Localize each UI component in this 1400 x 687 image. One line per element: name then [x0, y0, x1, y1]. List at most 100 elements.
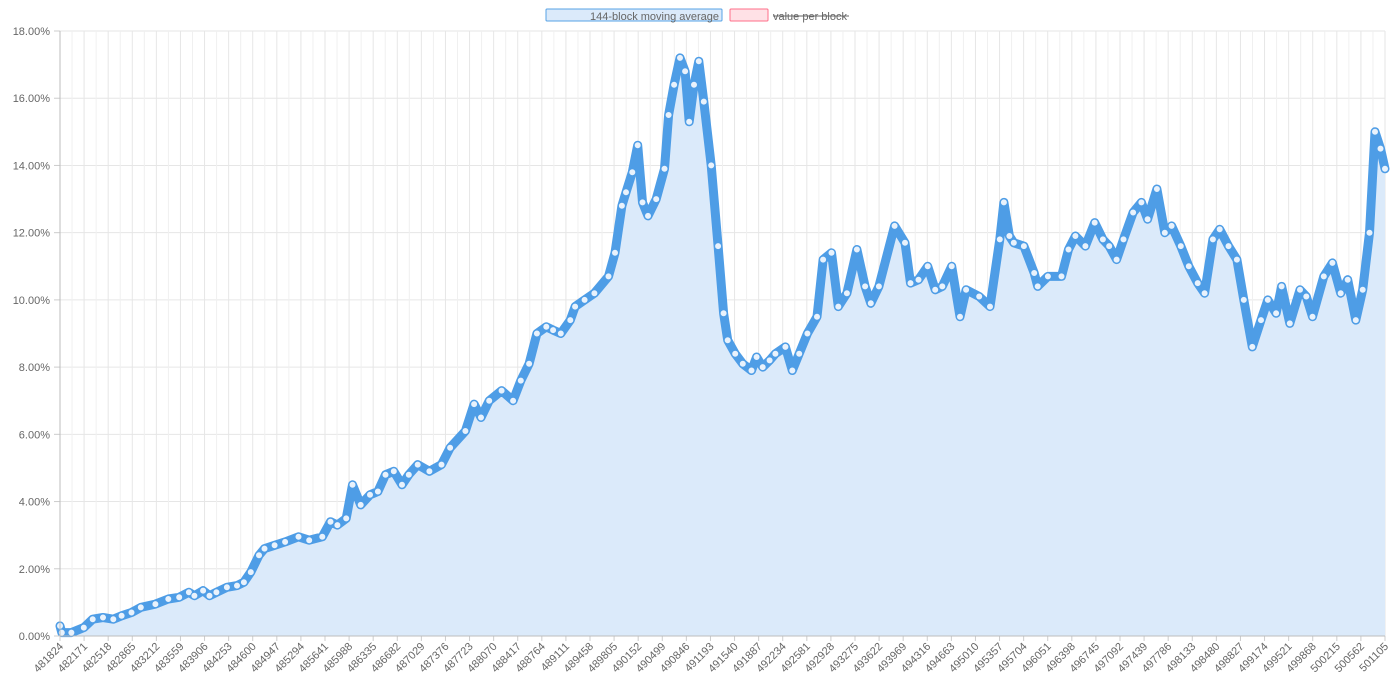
data-point[interactable]: [1098, 235, 1107, 244]
data-point[interactable]: [571, 302, 580, 311]
data-point[interactable]: [1224, 242, 1233, 251]
data-point[interactable]: [164, 595, 173, 603]
data-point[interactable]: [1105, 242, 1114, 251]
data-point[interactable]: [389, 467, 398, 476]
data-point[interactable]: [975, 292, 984, 301]
data-point[interactable]: [1328, 258, 1337, 267]
data-point[interactable]: [566, 316, 575, 325]
data-point[interactable]: [1167, 221, 1176, 230]
data-point[interactable]: [1248, 342, 1257, 351]
data-point[interactable]: [1365, 228, 1374, 237]
data-point[interactable]: [1381, 164, 1389, 173]
data-point[interactable]: [699, 97, 708, 106]
data-point[interactable]: [874, 282, 883, 291]
data-point[interactable]: [995, 235, 1004, 244]
data-point[interactable]: [681, 67, 690, 76]
data-point[interactable]: [1009, 238, 1018, 247]
data-point[interactable]: [99, 613, 107, 622]
data-point[interactable]: [803, 329, 812, 338]
legend-swatch-value-per-block[interactable]: [729, 8, 769, 22]
data-point[interactable]: [260, 544, 269, 553]
data-point[interactable]: [690, 80, 698, 89]
data-point[interactable]: [731, 349, 740, 358]
data-point[interactable]: [333, 521, 342, 530]
data-point[interactable]: [1152, 185, 1161, 193]
data-point[interactable]: [1129, 208, 1138, 217]
data-point[interactable]: [205, 591, 214, 600]
data-point[interactable]: [1143, 215, 1152, 224]
data-point[interactable]: [556, 329, 565, 338]
data-point[interactable]: [758, 363, 767, 372]
data-point[interactable]: [1296, 285, 1304, 294]
data-point[interactable]: [1071, 232, 1080, 240]
data-point[interactable]: [413, 460, 422, 469]
data-point[interactable]: [938, 282, 947, 291]
data-point[interactable]: [852, 245, 861, 254]
data-point[interactable]: [834, 302, 843, 311]
data-point[interactable]: [747, 366, 756, 375]
data-point[interactable]: [611, 248, 619, 257]
data-point[interactable]: [986, 302, 994, 311]
data-point[interactable]: [813, 312, 821, 321]
data-point[interactable]: [660, 164, 669, 173]
data-point[interactable]: [622, 188, 630, 197]
data-point[interactable]: [617, 201, 626, 210]
data-point[interactable]: [109, 615, 118, 624]
data-point[interactable]: [719, 309, 728, 318]
data-point[interactable]: [1277, 282, 1286, 291]
data-point[interactable]: [633, 141, 642, 150]
data-point[interactable]: [765, 356, 774, 365]
legend-label-moving-average[interactable]: 144-block moving average: [590, 11, 719, 23]
data-point[interactable]: [1043, 272, 1052, 281]
data-point[interactable]: [788, 366, 797, 375]
data-point[interactable]: [694, 57, 703, 66]
data-point[interactable]: [342, 514, 351, 523]
data-point[interactable]: [270, 541, 279, 550]
data-point[interactable]: [509, 396, 518, 405]
data-point[interactable]: [752, 353, 761, 361]
data-point[interactable]: [1184, 262, 1193, 271]
data-point[interactable]: [827, 248, 836, 257]
data-point[interactable]: [890, 221, 899, 230]
data-point[interactable]: [670, 80, 679, 89]
data-point[interactable]: [1208, 235, 1217, 244]
data-point[interactable]: [1064, 245, 1073, 254]
data-point[interactable]: [1239, 295, 1248, 304]
data-point[interactable]: [233, 581, 241, 590]
data-point[interactable]: [1351, 316, 1360, 325]
data-point[interactable]: [127, 608, 136, 617]
data-point[interactable]: [644, 211, 652, 220]
data-point[interactable]: [525, 359, 534, 368]
data-point[interactable]: [906, 279, 915, 288]
data-point[interactable]: [1308, 312, 1317, 321]
data-point[interactable]: [542, 322, 551, 331]
data-point[interactable]: [604, 272, 613, 281]
data-point[interactable]: [348, 480, 357, 489]
data-point[interactable]: [1215, 225, 1224, 234]
data-point[interactable]: [404, 470, 413, 479]
data-point[interactable]: [923, 262, 932, 271]
data-point[interactable]: [425, 467, 434, 476]
data-point[interactable]: [1358, 285, 1367, 294]
data-point[interactable]: [136, 603, 145, 612]
data-point[interactable]: [222, 583, 231, 592]
data-point[interactable]: [485, 396, 494, 405]
data-point[interactable]: [1137, 198, 1146, 207]
data-point[interactable]: [738, 359, 747, 368]
data-point[interactable]: [1081, 242, 1090, 251]
data-point[interactable]: [88, 615, 97, 624]
data-point[interactable]: [57, 628, 66, 637]
data-point[interactable]: [398, 480, 406, 489]
data-point[interactable]: [1033, 282, 1042, 291]
data-point[interactable]: [1376, 144, 1385, 153]
data-point[interactable]: [1263, 295, 1272, 304]
data-point[interactable]: [239, 578, 248, 587]
data-point[interactable]: [151, 600, 160, 609]
data-point[interactable]: [190, 591, 199, 600]
data-point[interactable]: [470, 400, 479, 409]
data-point[interactable]: [914, 275, 923, 284]
data-point[interactable]: [532, 329, 541, 338]
data-point[interactable]: [819, 255, 828, 264]
data-point[interactable]: [590, 289, 599, 298]
data-point[interactable]: [580, 295, 589, 304]
